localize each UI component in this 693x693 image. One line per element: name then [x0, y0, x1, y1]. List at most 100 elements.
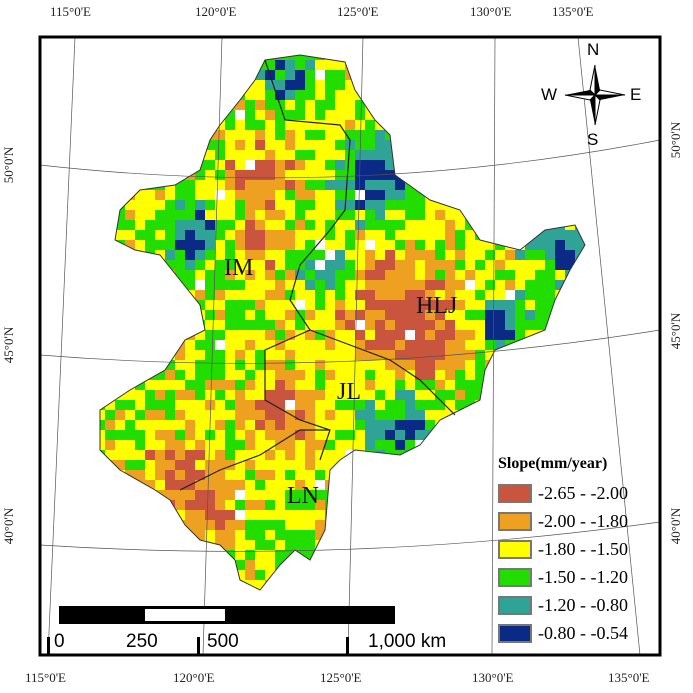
raster-cell [475, 270, 485, 280]
legend-swatch [498, 511, 532, 531]
raster-cell [455, 590, 465, 600]
raster-cell [165, 210, 175, 220]
raster-cell [405, 550, 415, 560]
raster-cell [225, 200, 235, 210]
raster-cell [425, 290, 435, 300]
raster-cell [285, 110, 295, 120]
raster-cell [215, 220, 225, 230]
legend-label: -2.65 - -2.00 [538, 482, 628, 503]
raster-cell [355, 310, 365, 320]
raster-cell [185, 190, 195, 200]
raster-cell [115, 210, 125, 220]
raster-cell [445, 430, 455, 440]
raster-cell [235, 330, 245, 340]
raster-cell [115, 510, 125, 520]
raster-cell [425, 180, 435, 190]
raster-cell [325, 110, 335, 120]
raster-cell [495, 340, 505, 350]
raster-cell [255, 310, 265, 320]
raster-cell [175, 360, 185, 370]
raster-cell [475, 180, 485, 190]
raster-cell [100, 290, 105, 300]
raster-cell [465, 55, 475, 60]
raster-cell [100, 460, 105, 470]
raster-cell [465, 480, 475, 490]
raster-cell [325, 360, 335, 370]
raster-cell [265, 140, 275, 150]
raster-cell [205, 400, 215, 410]
raster-cell [345, 300, 355, 310]
raster-cell [135, 60, 145, 70]
raster-cell [165, 440, 175, 450]
raster-cell [405, 440, 415, 450]
raster-cell [575, 70, 585, 80]
raster-cell [225, 340, 235, 350]
raster-cell [195, 200, 205, 210]
raster-cell [125, 150, 135, 160]
raster-cell [495, 110, 505, 120]
raster-cell [535, 310, 545, 320]
lat-label-left: 50°0'N [1, 146, 17, 184]
raster-cell [105, 120, 115, 130]
raster-cell [355, 220, 365, 230]
raster-cell [100, 220, 105, 230]
raster-cell [415, 280, 425, 290]
raster-cell [225, 470, 235, 480]
province-border [179, 429, 330, 491]
raster-cell [455, 490, 465, 500]
raster-cell [355, 210, 365, 220]
raster-cell [455, 440, 465, 450]
raster-cell [215, 150, 225, 160]
raster-cell [485, 490, 495, 500]
raster-cell [335, 150, 345, 160]
scale-label: 500 [207, 631, 239, 652]
raster-cell [315, 390, 325, 400]
raster-cell [445, 130, 455, 140]
raster-cell [525, 110, 535, 120]
raster-cell [255, 350, 265, 360]
raster-cell [415, 350, 425, 360]
raster-cell [255, 70, 265, 80]
raster-cell [225, 120, 235, 130]
raster-cell [255, 80, 265, 90]
raster-cell [255, 55, 265, 60]
raster-cell [465, 130, 475, 140]
raster-cell [575, 310, 585, 320]
raster-cell [100, 420, 105, 430]
raster-cell [265, 550, 275, 560]
raster-cell [235, 360, 245, 370]
raster-cell [335, 180, 345, 190]
raster-cell [305, 90, 315, 100]
raster-cell [465, 350, 475, 360]
raster-cell [235, 100, 245, 110]
raster-cell [145, 460, 155, 470]
raster-cell [285, 220, 295, 230]
raster-cell [455, 510, 465, 520]
raster-cell [415, 290, 425, 300]
raster-cell [195, 270, 205, 280]
raster-cell [425, 390, 435, 400]
raster-cell [525, 200, 535, 210]
raster-cell [205, 590, 215, 600]
raster-cell [105, 580, 115, 590]
raster-cell [145, 550, 155, 560]
raster-cell [195, 540, 205, 550]
raster-cell [255, 320, 265, 330]
raster-cell [545, 410, 555, 420]
raster-cell [445, 530, 455, 540]
raster-cell [415, 410, 425, 420]
raster-cell [325, 590, 335, 600]
raster-cell [275, 270, 285, 280]
raster-cell [305, 290, 315, 300]
raster-cell [315, 410, 325, 420]
raster-cell [395, 80, 405, 90]
raster-cell [255, 480, 265, 490]
raster-cell [145, 540, 155, 550]
scale-label: 250 [126, 631, 158, 652]
raster-cell [115, 100, 125, 110]
raster-cell [555, 210, 565, 220]
raster-cell [155, 330, 165, 340]
raster-cell [255, 370, 265, 380]
raster-cell [305, 430, 315, 440]
raster-cell [315, 460, 325, 470]
